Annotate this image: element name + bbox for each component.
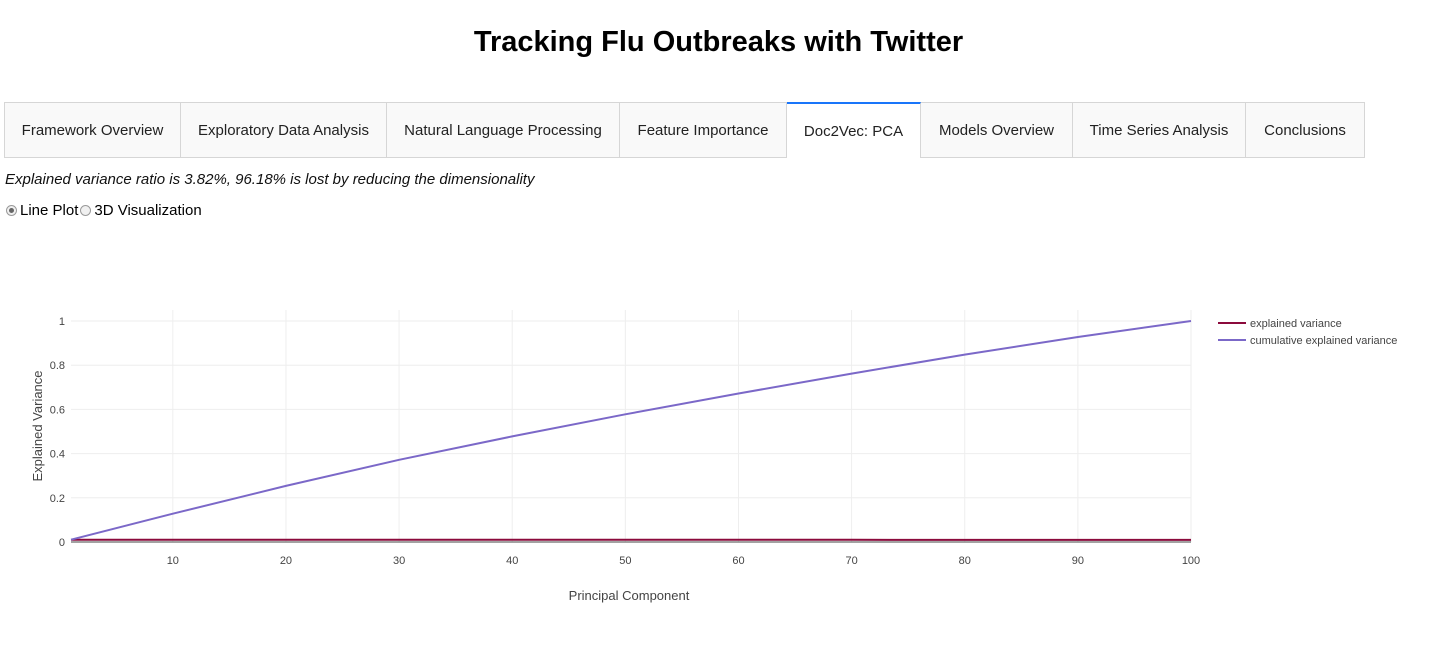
y-tick-label: 0.6 [50, 404, 65, 416]
explained-variance-summary: Explained variance ratio is 3.82%, 96.18… [5, 171, 535, 188]
radio-line-plot-dot[interactable] [6, 205, 17, 216]
radio-line-plot[interactable]: Line Plot [6, 202, 78, 219]
tab-doc2vec-pca[interactable]: Doc2Vec: PCA [787, 102, 921, 158]
legend: explained variance cumulative explained v… [1218, 318, 1397, 347]
x-tick-label: 60 [732, 555, 744, 567]
tab-conclusions[interactable]: Conclusions [1246, 102, 1365, 158]
x-tick-label: 40 [506, 555, 518, 567]
axes: 10 20 30 40 50 60 70 80 90 100 0 0.2 0.4 0.6 0.8 1 Princ… [30, 316, 1200, 603]
tab-natural-language-processing[interactable]: Natural Language Processing [387, 102, 620, 158]
legend-label-cumulative: cumulative explained variance [1250, 335, 1397, 347]
pca-variance-chart: 10 20 30 40 50 60 70 80 90 100 0 0.2 0.4 0.6 0.8 1 Princ… [30, 310, 1397, 603]
x-tick-label: 90 [1072, 555, 1084, 567]
series-lines [70, 320, 1192, 541]
x-tick-label: 50 [619, 555, 631, 567]
radio-3d-visualization-dot[interactable] [80, 205, 92, 216]
y-tick-label: 0.8 [50, 360, 65, 372]
radio-3d-visualization[interactable]: 3D Visualization [78, 202, 202, 219]
view-radio-group: Line Plot 3D Visualization [6, 202, 202, 219]
tab-feature-importance[interactable]: Feature Importance [620, 102, 787, 158]
tab-framework-overview[interactable]: Framework Overview [4, 102, 181, 158]
radio-line-plot-label: Line Plot [20, 202, 79, 219]
y-tick-label: 1 [59, 316, 65, 328]
x-tick-label: 30 [393, 555, 405, 567]
tab-time-series-analysis[interactable]: Time Series Analysis [1073, 102, 1246, 158]
grid-lines [71, 310, 1192, 542]
x-axis-title: Principal Component [569, 588, 690, 603]
y-tick-label: 0.2 [50, 493, 65, 505]
tab-models-overview[interactable]: Models Overview [921, 102, 1073, 158]
legend-label-explained: explained variance [1250, 318, 1342, 330]
x-tick-label: 70 [845, 555, 857, 567]
y-axis-title: Explained Variance [30, 370, 45, 481]
page-title: Tracking Flu Outbreaks with Twitter [473, 26, 964, 58]
tab-bar: Framework Overview Exploratory Data Anal… [4, 102, 1365, 158]
x-tick-label: 80 [959, 555, 971, 567]
cumulative-explained-variance-line [70, 320, 1192, 541]
x-tick-label: 10 [167, 555, 179, 567]
y-tick-label: 0.4 [50, 449, 65, 461]
y-tick-label: 0 [59, 537, 65, 549]
x-tick-label: 100 [1182, 555, 1200, 567]
x-tick-label: 20 [280, 555, 292, 567]
radio-3d-visualization-label: 3D Visualization [94, 202, 202, 219]
tab-exploratory-data-analysis[interactable]: Exploratory Data Analysis [181, 102, 387, 158]
